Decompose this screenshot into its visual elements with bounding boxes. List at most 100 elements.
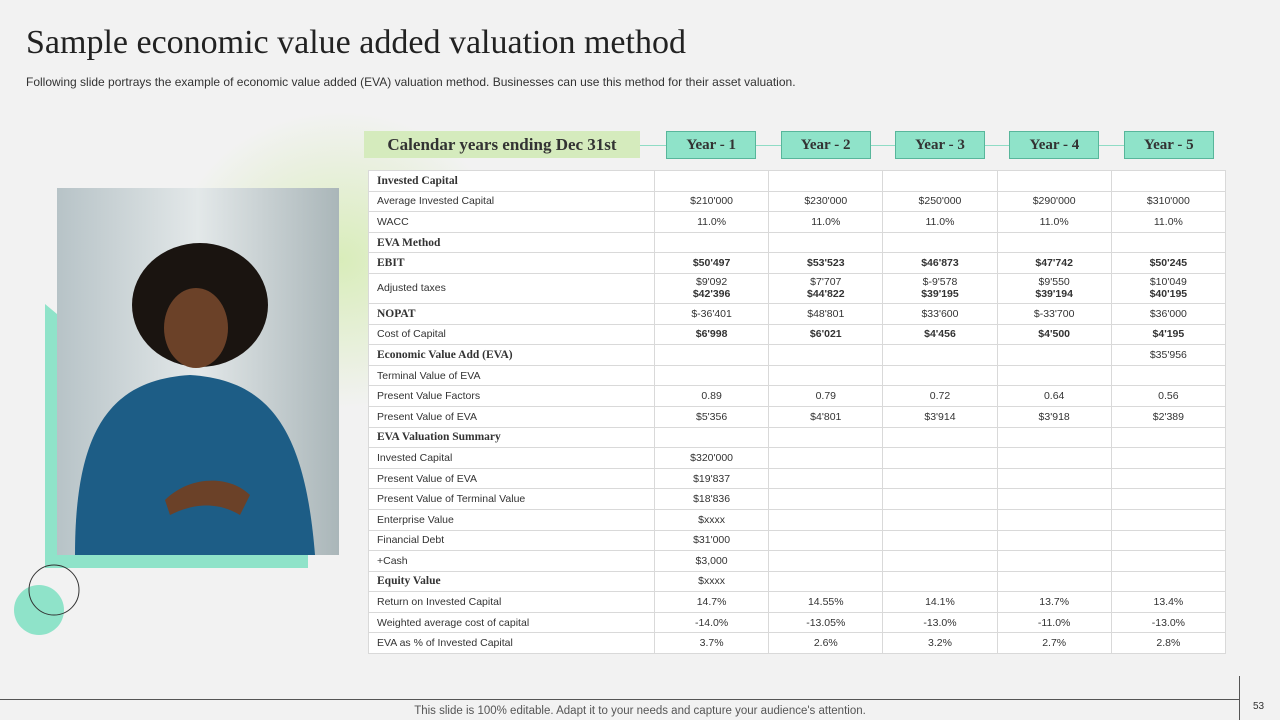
cell: -13.0% — [882, 611, 998, 634]
table-row: WACC 11.0% 11.0% 11.0% 11.0% 11.0% — [368, 211, 1227, 233]
cell — [653, 426, 770, 449]
cell: $50'497 — [653, 252, 770, 274]
cell: 11.0% — [768, 211, 884, 233]
cell — [1110, 550, 1227, 572]
cell: $4'500 — [996, 323, 1112, 346]
table-row: Adjusted taxes $9'092 $42'396 $7'707 $44'822… — [368, 272, 1227, 304]
cell: $9'092 $42'396 — [653, 272, 770, 304]
cell — [768, 447, 884, 469]
row-label: Return on Invested Capital — [368, 591, 655, 613]
cell — [768, 467, 884, 490]
cell — [653, 364, 770, 387]
cell — [1110, 426, 1227, 449]
cell: $31'000 — [653, 529, 770, 552]
table-row: Invested Capital — [368, 170, 1227, 192]
cell: 0.79 — [768, 385, 884, 407]
cell — [1110, 488, 1227, 510]
row-label: Terminal Value of EVA — [368, 364, 655, 387]
table-row: Economic Value Add (EVA) $35'956 — [368, 344, 1227, 366]
cell: -13.0% — [1110, 611, 1227, 634]
row-label: Present Value of EVA — [368, 405, 655, 428]
cell: $5'356 — [653, 405, 770, 428]
cell: 11.0% — [1110, 211, 1227, 233]
cell-line: $9'550 — [1038, 276, 1070, 289]
cell: $4'801 — [768, 405, 884, 428]
footer-line — [0, 699, 1240, 700]
photo-frame — [14, 188, 339, 635]
year-header: Year - 1 — [666, 131, 757, 159]
year-header: Year - 4 — [1009, 131, 1100, 159]
cell — [653, 344, 770, 366]
table-row: Present Value of EVA $5'356 $4'801 $3'914 $3… — [368, 405, 1227, 428]
table-row: Average Invested Capital $210'000 $230'000… — [368, 190, 1227, 213]
cell — [768, 508, 884, 531]
cell — [996, 467, 1112, 490]
table-row: +Cash $3,000 — [368, 550, 1227, 572]
cell — [1110, 447, 1227, 469]
cell: $320'000 — [653, 447, 770, 469]
cell — [882, 570, 998, 593]
cell — [1110, 170, 1227, 192]
person-face — [164, 288, 228, 368]
cell — [768, 231, 884, 254]
person-hands — [165, 480, 250, 515]
cell — [996, 570, 1112, 593]
cell: $4'195 — [1110, 323, 1227, 346]
cell: $230'000 — [768, 190, 884, 213]
cell: 0.56 — [1110, 385, 1227, 407]
cell: $35'956 — [1110, 344, 1227, 366]
cell — [996, 550, 1112, 572]
table-row: Present Value Factors 0.89 0.79 0.72 0.64 0.5… — [368, 385, 1227, 407]
cell: 2.7% — [996, 632, 1112, 655]
table-row: EVA Valuation Summary — [368, 426, 1227, 449]
table-row: Weighted average cost of capital -14.0% -1… — [368, 611, 1227, 634]
section-label: Economic Value Add (EVA) — [368, 344, 655, 366]
cell: $6'998 — [653, 323, 770, 346]
cell: 0.72 — [882, 385, 998, 407]
cell-line: $44'822 — [807, 288, 845, 301]
cell — [768, 570, 884, 593]
cell-line: $42'396 — [692, 288, 731, 301]
cell: $xxxx — [653, 508, 770, 531]
cell — [996, 426, 1112, 449]
cell — [996, 508, 1112, 531]
cell-line: $7'707 — [810, 276, 842, 289]
cell — [996, 231, 1112, 254]
cell — [653, 170, 770, 192]
row-label: Average Invested Capital — [368, 190, 655, 213]
row-label: Invested Capital — [368, 447, 655, 469]
cell: 13.4% — [1110, 591, 1227, 613]
section-label: NOPAT — [368, 302, 655, 325]
section-label: EVA Method — [368, 231, 655, 254]
title: Sample economic value added valuation me… — [26, 24, 686, 61]
cell — [768, 550, 884, 572]
cell: 3.7% — [653, 632, 770, 655]
cell — [996, 529, 1112, 552]
table-row: EVA Method — [368, 231, 1227, 254]
row-label: Present Value Factors — [368, 385, 655, 407]
cell — [996, 344, 1112, 366]
cell: $19'837 — [653, 467, 770, 490]
subtitle: Following slide portrays the example of … — [26, 75, 796, 89]
row-label: WACC — [368, 211, 655, 233]
row-label: Present Value of Terminal Value — [368, 488, 655, 510]
cell: $18'836 — [653, 488, 770, 510]
cell: $3'914 — [882, 405, 998, 428]
cell: 14.1% — [882, 591, 998, 613]
table-row: Present Value of EVA $19'837 — [368, 467, 1227, 490]
cell — [768, 488, 884, 510]
cell-line: $39'195 — [921, 288, 959, 301]
row-label: Financial Debt — [368, 529, 655, 552]
table-row: EVA as % of Invested Capital 3.7% 2.6% 3.2%… — [368, 632, 1227, 655]
table-row: Equity Value $xxxx — [368, 570, 1227, 593]
cell-line: $10'049 — [1149, 276, 1187, 289]
cell: $33'600 — [882, 302, 998, 325]
cell — [1110, 570, 1227, 593]
section-label: Invested Capital — [368, 170, 655, 192]
row-label: +Cash — [368, 550, 655, 572]
table-row: Enterprise Value $xxxx — [368, 508, 1227, 531]
cell — [1110, 508, 1227, 531]
cell — [653, 231, 770, 254]
cell — [882, 447, 998, 469]
person-body — [75, 375, 315, 555]
